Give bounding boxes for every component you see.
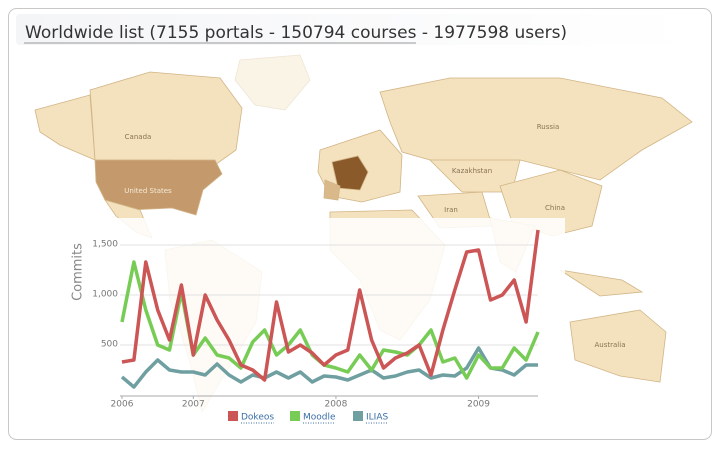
united-states	[94, 159, 223, 216]
series-line	[121, 229, 540, 382]
iberia	[323, 179, 341, 201]
australia	[569, 309, 667, 383]
alaska	[34, 94, 96, 161]
map-label: Canada	[125, 133, 152, 141]
x-tick-label: 2007	[182, 400, 205, 410]
x-tick-label: 2009	[467, 400, 490, 410]
greenland	[234, 54, 311, 111]
canada	[89, 71, 243, 166]
y-tick-label: 500	[101, 340, 118, 350]
legend-label: ILIAS	[366, 413, 388, 423]
map-label: Iran	[444, 206, 458, 214]
y-tick-label: 1,000	[92, 290, 118, 300]
header-bar	[16, 14, 692, 45]
indonesia	[559, 269, 644, 297]
france	[331, 155, 369, 191]
legend-swatch	[228, 411, 238, 421]
x-tick-label: 2008	[324, 400, 347, 410]
legend-label: Dokeos	[241, 413, 274, 423]
series-line	[120, 346, 538, 389]
x-tick-label: 2006	[111, 400, 134, 410]
map-label: United States	[124, 187, 172, 195]
legend-label: Moodle	[303, 413, 336, 423]
russia	[379, 77, 693, 181]
legend-swatch	[290, 411, 300, 421]
y-tick-label: 1,500	[92, 240, 118, 250]
y-axis-label: Commits	[71, 243, 86, 301]
map-label: China	[545, 204, 565, 212]
map-label: Russia	[537, 123, 560, 131]
map-label: Australia	[595, 341, 626, 349]
header-title: Worldwide list (7155 portals - 150794 co…	[25, 23, 567, 43]
legend-swatch	[353, 411, 363, 421]
map-label: Kazakhstan	[452, 167, 492, 175]
